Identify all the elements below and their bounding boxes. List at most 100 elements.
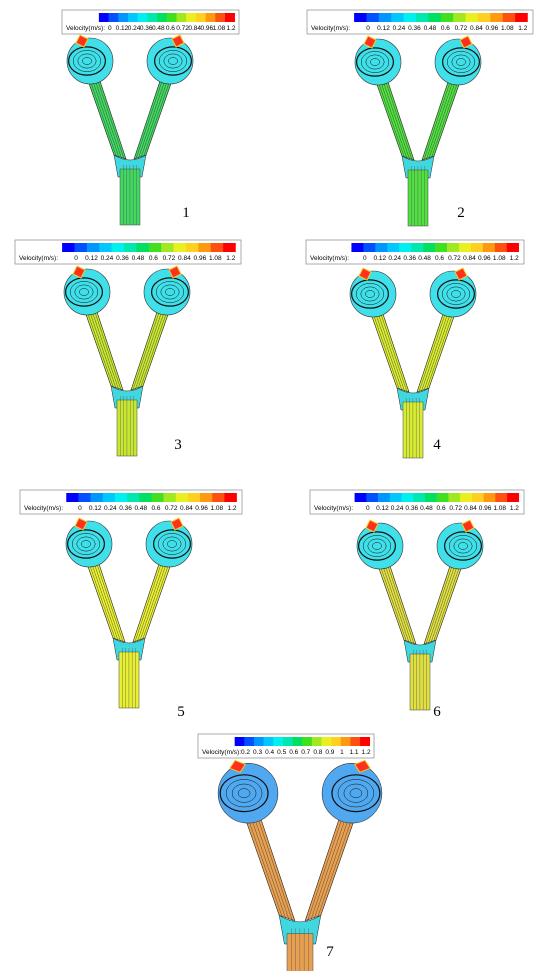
colorbar-swatch <box>263 737 274 746</box>
colorbar-tick-label: 0.84 <box>180 505 193 512</box>
colorbar-swatch <box>490 13 504 22</box>
colorbar-tick-label: 0.48 <box>134 505 147 512</box>
colorbar-swatch <box>363 243 376 252</box>
streamline <box>91 78 120 159</box>
colorbar-tick-label: 0.84 <box>464 505 477 512</box>
streamline <box>307 819 342 922</box>
streamline <box>433 562 462 643</box>
vortex-streamline <box>165 288 175 296</box>
vortex-streamline <box>448 535 478 557</box>
streamline <box>431 78 460 159</box>
streamline <box>385 82 413 162</box>
colorbar-tick-label: 0.5 <box>277 749 286 756</box>
vortex-streamline <box>349 788 363 799</box>
colorbar-swatch <box>340 737 351 746</box>
vortex-streamline <box>451 54 471 70</box>
streamline <box>85 308 114 389</box>
colorbar-title: Velocity(m/s): <box>202 749 241 756</box>
vortex-streamline <box>446 51 476 73</box>
colorbar-tick-label: 1.2 <box>510 255 519 262</box>
streamline <box>138 79 166 160</box>
colorbar: Velocity(m/s): 0 0.12 0.24 0.36 0.48 0.6 0.72 0.… <box>306 9 534 35</box>
vortex-streamline <box>451 290 461 298</box>
streamline <box>425 566 453 646</box>
vortex-streamline <box>231 783 257 803</box>
flow-geometry <box>66 34 194 226</box>
colorbar-swatch <box>453 13 466 22</box>
streamline <box>140 308 169 389</box>
vortex-streamline <box>158 50 188 72</box>
vortex-streamline <box>355 283 385 305</box>
inlet-jet <box>358 267 372 281</box>
colorbar: Velocity(m/s): 0 0.12 0.24 0.36 0.48 0.6 0.72 0.… <box>19 489 243 515</box>
colorbar-tick-label: 1.08 <box>210 505 223 512</box>
colorbar-swatch <box>416 13 429 22</box>
streamline <box>378 562 407 643</box>
colorbar-swatch <box>350 737 361 746</box>
colorbar-title: Velocity(m/s): <box>19 255 58 262</box>
streamline <box>94 312 122 392</box>
colorbar-swatch <box>166 13 177 22</box>
colorbar-swatch <box>234 737 245 746</box>
colorbar-tick-label: 0.12 <box>377 25 390 32</box>
colorbar-swatch <box>175 493 189 502</box>
colorbar-tick-label: 0 <box>108 25 112 32</box>
chamber <box>63 268 111 316</box>
streamline <box>134 564 162 644</box>
vortex-streamline <box>458 542 468 550</box>
colorbar-tick-label: 0.72 <box>448 255 461 262</box>
colorbar-tick-label: 0.12 <box>116 25 129 32</box>
streamline <box>90 561 119 642</box>
colorbar-tick-label: 0.24 <box>104 505 117 512</box>
colorbar-swatch <box>205 13 216 22</box>
vortex-streamline <box>360 286 380 302</box>
colorbar-tick-label: 0.96 <box>478 255 491 262</box>
colorbar: Velocity(m/s): 0 0.12 0.24 0.36 0.48 0.6 0.72 0.… <box>309 489 525 515</box>
colorbar-swatch <box>253 737 264 746</box>
colorbar-tick-label: 0 <box>74 255 78 262</box>
panel-number: 5 <box>177 704 185 720</box>
colorbar-swatch <box>157 13 168 22</box>
streamline <box>88 77 117 158</box>
colorbar-swatch <box>470 243 484 252</box>
colorbar-title: Velocity(m/s): <box>66 25 105 32</box>
vortex-streamline <box>168 57 178 65</box>
colorbar-swatch <box>460 493 473 502</box>
chamber <box>349 270 397 318</box>
inlet-jet <box>459 35 473 49</box>
vortex-streamline <box>365 54 385 70</box>
vortex-streamline <box>72 50 102 72</box>
chamber <box>217 762 279 824</box>
colorbar-tick-label: 0.96 <box>200 25 213 32</box>
vortex-streamline <box>441 283 471 305</box>
colorbar-swatch <box>366 13 380 22</box>
inlet-jet <box>72 265 86 279</box>
colorbar-swatch <box>389 493 402 502</box>
vortex-streamline <box>442 47 481 77</box>
panel: Velocity(m/s): 0 0.12 0.24 0.36 0.48 0.6 0.72 0.… <box>306 9 534 227</box>
colorbar-tick-label: 0.96 <box>479 505 492 512</box>
colorbar-swatch <box>137 13 148 22</box>
colorbar-swatch <box>482 243 496 252</box>
colorbar-tick-label: 0.84 <box>178 255 191 262</box>
streamline <box>93 562 121 643</box>
panel: Velocity(m/s): 0 0.12 0.24 0.36 0.48 0.6 0.72 0.… <box>61 9 240 226</box>
colorbar-tick-label: 0 <box>78 505 82 512</box>
colorbar-swatch <box>223 243 236 252</box>
vortex-streamline <box>160 284 180 300</box>
colorbar-swatch <box>399 243 412 252</box>
vortex-streamline <box>81 540 91 548</box>
streamline <box>379 79 408 160</box>
streamline <box>250 816 287 920</box>
colorbar-tick-label: 0.9 <box>325 749 334 756</box>
streamline <box>88 309 117 390</box>
colorbar-title: Velocity(m/s): <box>24 505 63 512</box>
vortex-streamline <box>67 46 106 76</box>
colorbar-tick-label: 1.08 <box>493 255 506 262</box>
colorbar-tick-label: 0.84 <box>470 25 483 32</box>
colorbar-tick-label: 0.72 <box>455 25 468 32</box>
colorbar-swatch <box>136 243 150 252</box>
colorbar-swatch <box>66 493 79 502</box>
colorbar-swatch <box>282 737 293 746</box>
streamline <box>142 560 171 641</box>
